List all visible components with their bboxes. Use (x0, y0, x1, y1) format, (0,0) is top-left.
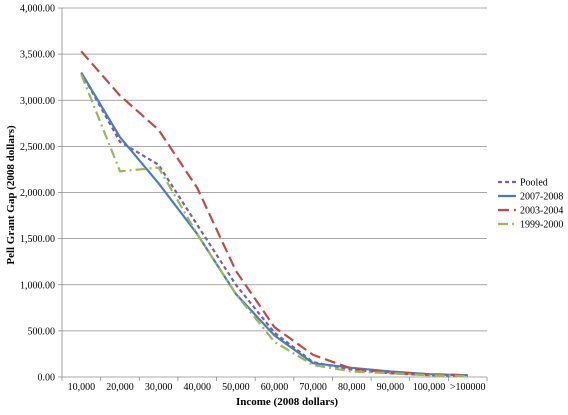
y-tick-label: 2,000.00 (20, 188, 55, 199)
x-tick-label: 90,000 (377, 382, 405, 393)
x-tick-label: 60,000 (261, 382, 289, 393)
y-axis-ticks: 0.00 500.00 1,000.00 1,500.00 2,000.00 2,500.… (20, 4, 55, 384)
y-tick-label: 1,500.00 (20, 234, 55, 245)
y-tick-label: 500.00 (28, 326, 56, 337)
x-tick-label: >100000 (450, 382, 486, 393)
y-axis-title: Pell Grant Gap (2008 dollars) (5, 125, 17, 265)
x-tick-label: 40,000 (183, 382, 211, 393)
x-tick-label: 50,000 (222, 382, 250, 393)
y-tick-label: 0.00 (38, 373, 56, 384)
x-axis-title: Income (2008 dollars) (236, 396, 338, 408)
legend-label: 1999-2000 (520, 220, 563, 231)
y-tick-label: 3,000.00 (20, 96, 55, 107)
y-tick-label: 2,500.00 (20, 142, 55, 153)
y-tick-label: 3,500.00 (20, 50, 55, 61)
x-tick-label: 30,000 (145, 382, 173, 393)
series-line-2007-2008 (81, 73, 467, 376)
y-tick-label: 4,000.00 (20, 4, 55, 15)
x-tick-label: 10,000 (68, 382, 96, 393)
legend-label: Pooled (520, 178, 548, 189)
x-tick-label: 20,000 (106, 382, 134, 393)
x-axis-ticks: 10,000 20,000 30,000 40,000 50,000 60,000 70,0… (62, 377, 487, 393)
grid-lines (58, 8, 487, 377)
x-tick-label: 80,000 (338, 382, 366, 393)
x-tick-label: 70,000 (299, 382, 327, 393)
legend-label: 2003-2004 (520, 206, 563, 217)
x-tick-label: 100,000 (413, 382, 446, 393)
legend-label: 2007-2008 (520, 192, 563, 203)
y-tick-label: 1,000.00 (20, 280, 55, 291)
legend: Pooled 2007-2008 2003-2004 1999-2000 (498, 178, 563, 231)
